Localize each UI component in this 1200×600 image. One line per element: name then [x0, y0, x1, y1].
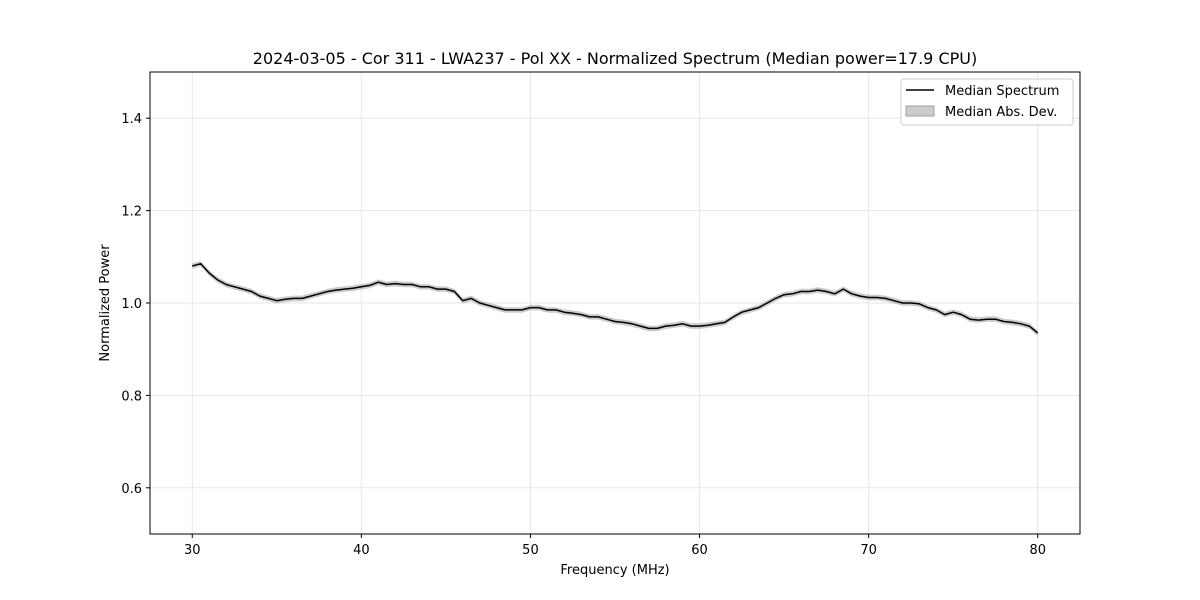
x-axis-ticks: 30 40 50 60 70 80: [184, 534, 1046, 558]
x-tick-label: 40: [353, 543, 370, 558]
legend-label-median-spectrum: Median Spectrum: [945, 84, 1059, 99]
x-tick-label: 30: [184, 543, 201, 558]
y-tick-label: 0.6: [121, 482, 142, 497]
x-tick-label: 60: [691, 543, 708, 558]
y-axis-ticks: 0.6 0.8 1.0 1.2 1.4: [121, 112, 150, 497]
y-tick-label: 1.4: [121, 112, 142, 127]
chart-title: 2024-03-05 - Cor 311 - LWA237 - Pol XX -…: [253, 49, 977, 68]
y-tick-label: 1.2: [121, 205, 142, 220]
y-tick-label: 0.8: [121, 389, 142, 404]
median-spectrum-line: [192, 262, 1039, 334]
y-tick-label: 1.0: [121, 297, 142, 312]
x-tick-label: 70: [860, 543, 877, 558]
x-tick-label: 80: [1029, 543, 1046, 558]
legend: Median Spectrum Median Abs. Dev.: [900, 78, 1074, 126]
legend-label-median-abs-dev: Median Abs. Dev.: [945, 105, 1057, 120]
y-axis-label: Normalized Power: [98, 244, 113, 362]
x-axis-label: Frequency (MHz): [560, 563, 669, 578]
legend-box: [900, 78, 1074, 126]
median-line-layer: [192, 262, 1039, 334]
x-tick-label: 50: [522, 543, 539, 558]
legend-band-swatch: [905, 105, 935, 117]
